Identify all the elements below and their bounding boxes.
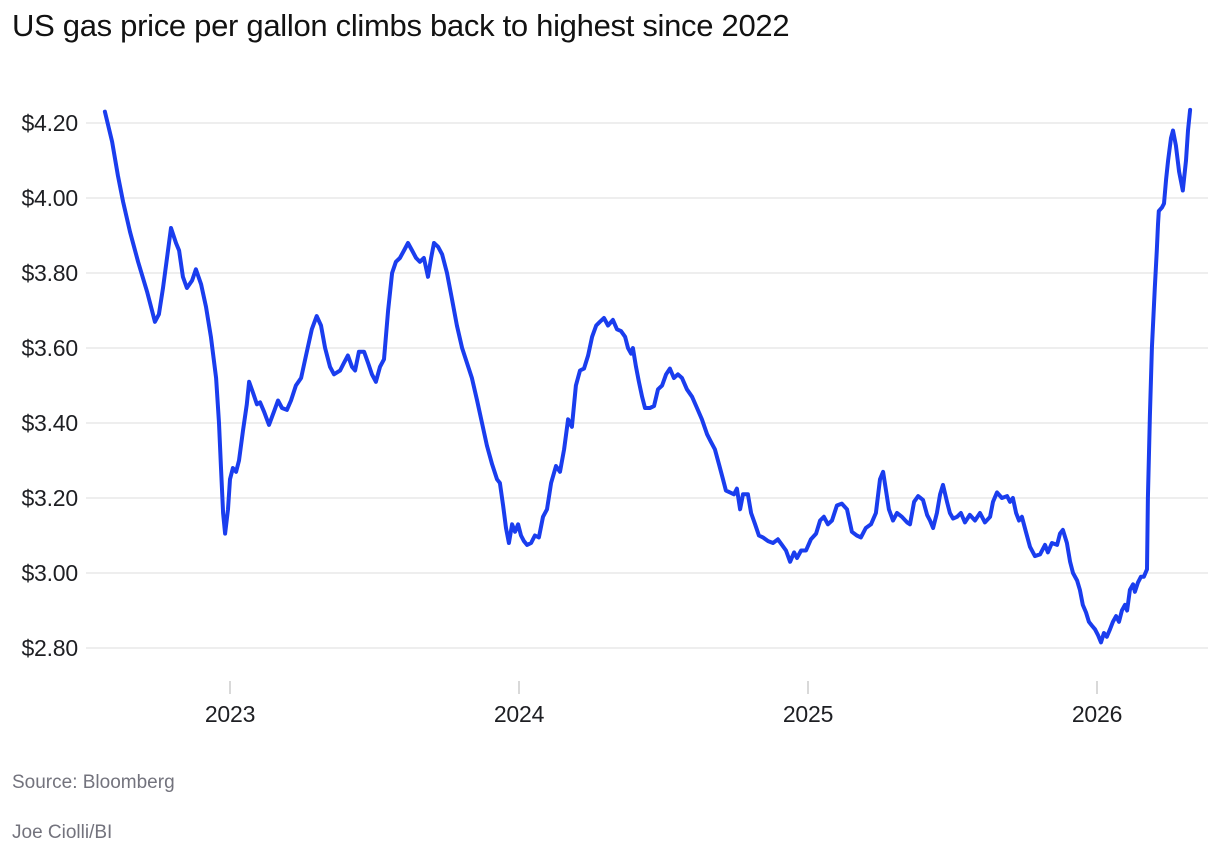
y-axis-label: $4.20 [21,110,78,136]
x-ticks-group [229,681,1098,694]
y-axis-label: $3.40 [21,410,78,436]
x-axis-label: 2026 [1071,701,1123,727]
plot-area: $4.20 $4.00 $3.80 $3.60 $3.40 $3.20 $3.00 $2.80… [21,107,1208,727]
gridlines-group [86,122,1208,649]
y-axis-label: $3.20 [21,485,78,511]
chart-title: US gas price per gallon climbs back to h… [12,8,790,43]
price-line-series [102,107,1193,645]
x-axis-label: 2025 [782,701,834,727]
x-axis-label: 2024 [493,701,545,727]
y-axis-label: $4.00 [21,185,78,211]
y-axis-label: $2.80 [21,635,78,661]
y-axis-label: $3.60 [21,335,78,361]
source-text: Source: Bloomberg [12,772,175,793]
x-axis-label: 2023 [204,701,256,727]
y-axis-label: $3.00 [21,560,78,586]
y-axis-label: $3.80 [21,260,78,286]
price-line-chart [86,107,1208,694]
credit-text: Joe Ciolli/BI [12,822,113,843]
